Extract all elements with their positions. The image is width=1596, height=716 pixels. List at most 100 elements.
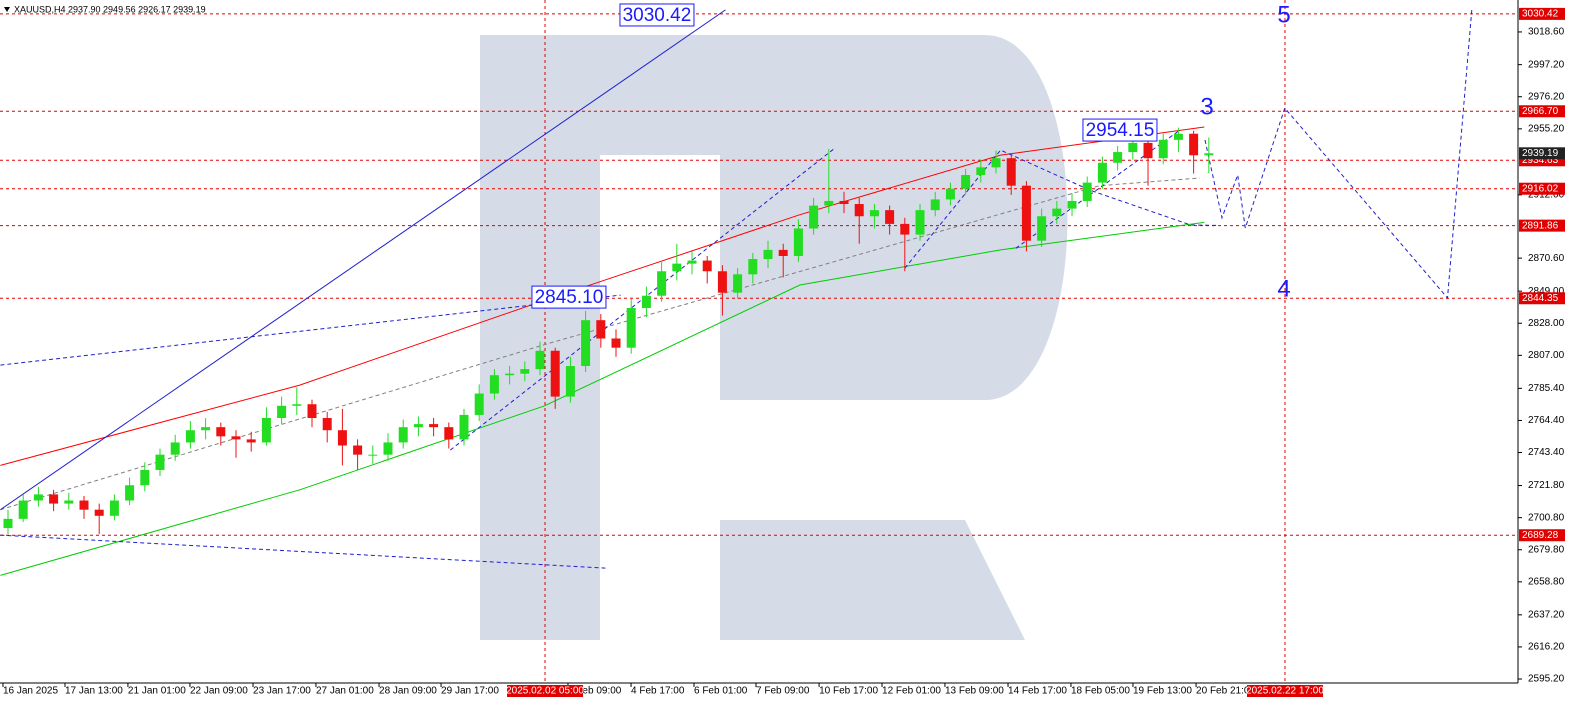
annotation: 3030.42 [623, 5, 692, 26]
level-label-box [1519, 219, 1565, 232]
candle-body [1082, 182, 1092, 201]
candle-body [246, 439, 256, 443]
candle-body [778, 249, 788, 256]
level-label: 2966.70 [1522, 106, 1559, 117]
candle-body [793, 228, 803, 256]
candle-body [1173, 133, 1183, 140]
candle-body [885, 210, 895, 224]
candle-body [1204, 153, 1214, 156]
x-tick-label: 22 Jan 09:00 [190, 686, 248, 697]
candle-body [201, 427, 211, 431]
y-tick-label: 2700.80 [1528, 512, 1565, 523]
level-label: 2844.35 [1522, 293, 1559, 304]
annotation-box [619, 3, 695, 27]
annotation-box [531, 285, 607, 309]
x-tick-label: 7 Feb 09:00 [756, 686, 810, 697]
overlay-line [0, 9, 726, 511]
overlay-line [1015, 129, 1181, 249]
candle-body [733, 274, 743, 293]
y-tick-label: 2679.80 [1528, 544, 1565, 555]
candle-body [383, 442, 393, 455]
x-tick-label: 10 Feb 17:00 [819, 686, 878, 697]
x-tick-label: 23 Jan 17:00 [253, 686, 311, 697]
wave-label: 4 [1277, 275, 1290, 302]
candle-body [1113, 152, 1123, 163]
overlay-line [449, 147, 836, 451]
candle-body [94, 509, 104, 516]
annotation: 2954.15 [1086, 120, 1155, 141]
candle-body [33, 494, 43, 501]
y-tick-label: 3018.60 [1528, 27, 1565, 38]
candle-body [1158, 139, 1168, 159]
candle-body [505, 373, 515, 376]
candle-body [809, 205, 819, 229]
candle-body [489, 375, 499, 394]
x-tick-label: 19 Feb 13:00 [1133, 686, 1192, 697]
x-tick-label: 3 Feb 09:00 [568, 686, 622, 697]
y-tick-label: 2785.40 [1528, 383, 1565, 394]
candle-body [49, 494, 59, 504]
candle-body [1067, 200, 1077, 209]
plot: 3030.42 2954.15 2845.10 5 3 4 [0, 0, 1518, 683]
wave-label: 5 [1277, 1, 1290, 28]
candle-body [945, 188, 955, 200]
x-tick-label: 16 Jan 2025 [3, 686, 58, 697]
level-label-box [1519, 292, 1565, 305]
candle-body [277, 405, 287, 418]
x-tick-label: 6 Feb 01:00 [694, 686, 748, 697]
candle-body [900, 223, 910, 235]
candle-body [429, 424, 439, 428]
candle-body [672, 263, 682, 272]
y-tick-label: 2807.00 [1528, 350, 1565, 361]
candle-body [444, 427, 454, 440]
candle-body [79, 500, 89, 510]
candle-body [748, 259, 758, 275]
x-tick-label: 20 Feb 21:00 [1196, 686, 1255, 697]
candle-body [702, 260, 712, 272]
candle-body [1037, 216, 1047, 241]
y-tick-label: 2637.20 [1528, 609, 1565, 620]
candle-body [611, 338, 621, 348]
x-tick-label: 29 Jan 17:00 [441, 686, 499, 697]
candle-body [307, 404, 317, 418]
candle-body [18, 500, 28, 519]
candle-body [520, 369, 530, 374]
level-label-box [1519, 7, 1565, 20]
x-tick-label: 4 Feb 17:00 [631, 686, 685, 697]
candle-body [565, 366, 575, 397]
y-tick-label: 2849.00 [1528, 286, 1565, 297]
level-label: 2891.86 [1522, 220, 1559, 231]
overlay-line [0, 534, 606, 569]
menu-arrow[interactable] [4, 7, 10, 12]
candle-body [991, 158, 1001, 168]
candle-body [1021, 185, 1031, 241]
y-tick-label: 2997.20 [1528, 59, 1565, 70]
candle-body [322, 417, 332, 431]
overlay-line [904, 149, 1217, 269]
candle-body [596, 320, 606, 339]
watermark [480, 35, 1068, 640]
level-label: 3030.42 [1522, 9, 1559, 20]
candle-body [1006, 158, 1016, 186]
y-tick-label: 2912.00 [1528, 189, 1565, 200]
current-price-label: 2939.19 [1522, 148, 1559, 159]
candle-body [1189, 133, 1199, 156]
candle-body [140, 469, 150, 486]
overlay-line [1204, 9, 1473, 300]
axes: 3018.60 2997.20 2976.20 2955.20 2912.00 2870.… [2, 7, 1565, 697]
level-label: 2934.63 [1522, 155, 1559, 166]
candle-body [824, 200, 834, 206]
y-tick-label: 2955.20 [1528, 123, 1565, 134]
candle-body [930, 199, 940, 211]
overlay-line [0, 221, 1205, 576]
candle-body [961, 174, 971, 189]
candle-body [763, 249, 773, 260]
candle-body [976, 167, 986, 175]
candle-body [535, 350, 545, 370]
candle-body [155, 454, 165, 470]
level-label-box [1519, 529, 1565, 542]
candle-body [368, 454, 378, 456]
candle-body [216, 427, 226, 437]
x-tick-label: 13 Feb 09:00 [945, 686, 1004, 697]
